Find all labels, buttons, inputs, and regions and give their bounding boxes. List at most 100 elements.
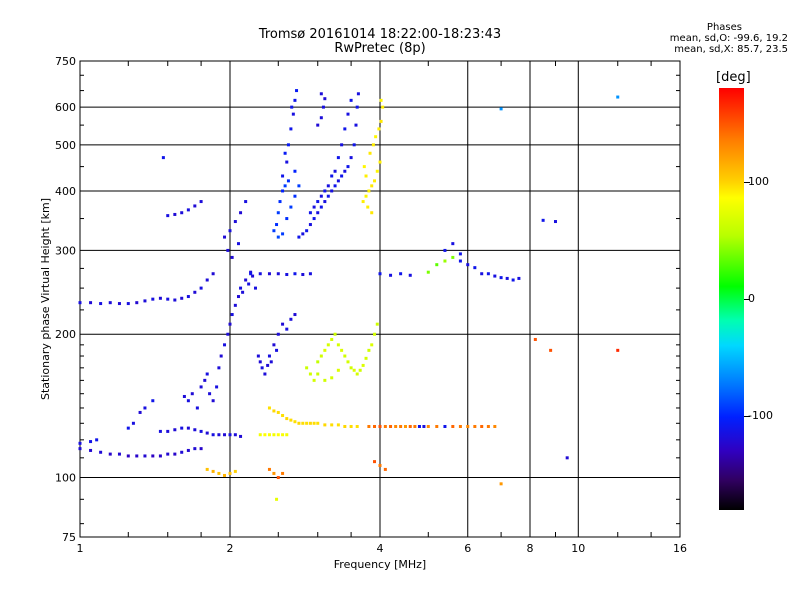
echo-point bbox=[166, 297, 170, 301]
echo-point bbox=[289, 418, 293, 422]
echo-point bbox=[319, 194, 323, 198]
echo-point bbox=[308, 372, 312, 376]
echo-point bbox=[493, 274, 497, 278]
echo-point bbox=[276, 211, 280, 215]
echo-point bbox=[281, 189, 285, 193]
echo-point bbox=[186, 399, 190, 403]
echo-point bbox=[340, 143, 344, 147]
echo-point bbox=[616, 348, 620, 352]
echo-point bbox=[233, 433, 237, 437]
echo-point bbox=[312, 217, 316, 221]
echo-point bbox=[364, 174, 368, 178]
echo-point bbox=[389, 424, 393, 428]
echo-point bbox=[199, 429, 203, 433]
echo-point bbox=[263, 372, 267, 376]
echo-point bbox=[330, 189, 334, 193]
echo-point bbox=[333, 184, 337, 188]
colorbar-tick bbox=[744, 181, 750, 183]
echo-point bbox=[356, 92, 360, 96]
echo-point bbox=[297, 235, 301, 239]
echo-point bbox=[426, 270, 430, 274]
echo-point bbox=[205, 467, 209, 471]
echo-point bbox=[131, 421, 135, 425]
echo-point bbox=[297, 184, 301, 188]
echo-point bbox=[399, 272, 403, 276]
echo-point bbox=[297, 421, 301, 425]
echo-point bbox=[616, 95, 620, 99]
echo-point bbox=[190, 392, 194, 396]
y-tick-label: 75 bbox=[62, 531, 76, 544]
echo-point bbox=[333, 332, 337, 336]
echo-point bbox=[458, 424, 462, 428]
echo-point bbox=[186, 208, 190, 212]
echo-point bbox=[316, 123, 320, 127]
echo-point bbox=[275, 223, 279, 227]
echo-point bbox=[199, 447, 203, 451]
echo-point bbox=[289, 127, 293, 131]
echo-point bbox=[217, 366, 221, 370]
echo-point bbox=[305, 366, 309, 370]
echo-point bbox=[319, 92, 323, 96]
echo-point bbox=[308, 421, 312, 425]
echo-point bbox=[511, 278, 515, 282]
echo-point bbox=[272, 471, 276, 475]
echo-point bbox=[230, 313, 234, 317]
echo-point bbox=[330, 174, 334, 178]
echo-point bbox=[373, 332, 377, 336]
echo-point bbox=[143, 299, 147, 303]
echo-point bbox=[117, 452, 121, 456]
echo-point bbox=[135, 454, 139, 458]
echo-point bbox=[378, 463, 382, 467]
echo-point bbox=[374, 135, 378, 139]
echo-point bbox=[336, 368, 340, 372]
echo-point bbox=[151, 297, 155, 301]
colorbar-tick bbox=[744, 416, 750, 418]
echo-point bbox=[276, 332, 280, 336]
echo-point bbox=[355, 424, 359, 428]
echo-point bbox=[364, 194, 368, 198]
colorbar-tick-label: -100 bbox=[748, 409, 773, 423]
echo-point bbox=[272, 409, 276, 413]
echo-point bbox=[417, 424, 421, 428]
echo-point bbox=[466, 263, 470, 267]
echo-point bbox=[166, 429, 170, 433]
echo-point bbox=[346, 360, 350, 364]
echo-point bbox=[343, 424, 347, 428]
echo-point bbox=[186, 448, 190, 452]
echo-point bbox=[367, 348, 371, 352]
echo-point bbox=[383, 467, 387, 471]
x-tick-label: 4 bbox=[377, 542, 384, 555]
echo-point bbox=[251, 274, 255, 278]
echo-point bbox=[180, 211, 184, 215]
echo-point bbox=[326, 184, 330, 188]
echo-point bbox=[108, 301, 112, 305]
echo-point bbox=[126, 454, 130, 458]
echo-point bbox=[499, 276, 503, 280]
echo-point bbox=[126, 426, 130, 430]
echo-point bbox=[281, 322, 285, 326]
echo-point bbox=[565, 456, 569, 460]
echo-point bbox=[349, 366, 353, 370]
echo-point bbox=[258, 433, 262, 437]
echo-point bbox=[253, 286, 257, 290]
echo-point bbox=[239, 211, 243, 215]
echo-point bbox=[205, 278, 209, 282]
echo-point bbox=[451, 424, 455, 428]
echo-point bbox=[373, 460, 377, 464]
echo-point bbox=[486, 272, 490, 276]
echo-point bbox=[89, 440, 93, 444]
echo-point bbox=[276, 476, 280, 480]
echo-point bbox=[381, 105, 385, 109]
x-tick-label: 1 bbox=[77, 542, 84, 555]
echo-point bbox=[236, 295, 240, 299]
y-axis-label: Stationary phase Virtual Height [km] bbox=[39, 198, 52, 400]
echo-point bbox=[330, 337, 334, 341]
x-tick-label: 6 bbox=[464, 542, 471, 555]
echo-point bbox=[336, 423, 340, 427]
phase-colorbar bbox=[719, 88, 744, 510]
echo-point bbox=[143, 454, 147, 458]
echo-point bbox=[275, 348, 279, 352]
echo-point bbox=[323, 97, 327, 101]
echo-point bbox=[289, 205, 293, 209]
echo-point bbox=[443, 259, 447, 263]
